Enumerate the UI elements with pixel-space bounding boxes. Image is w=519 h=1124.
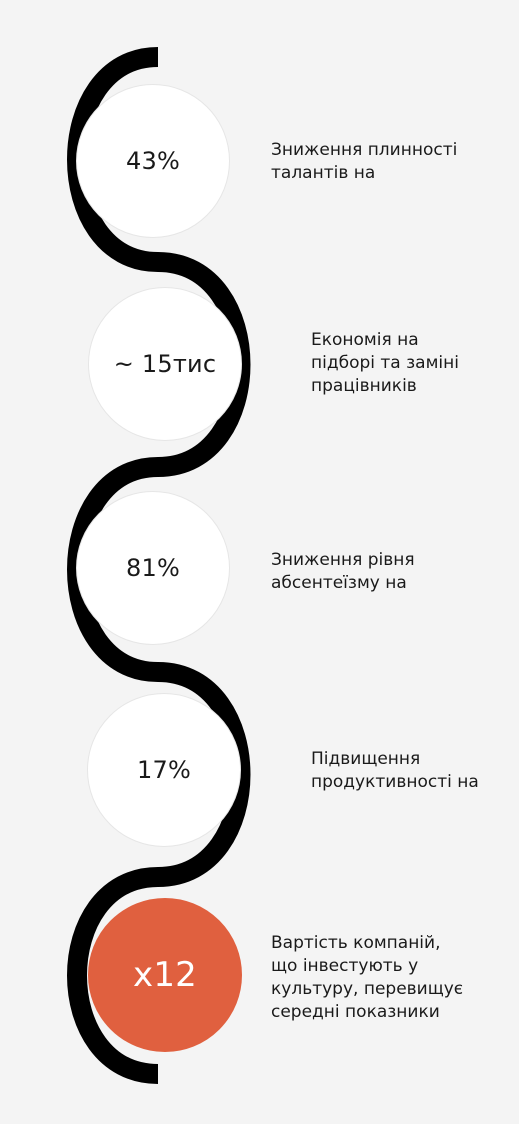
- stat-value-1: 43%: [126, 147, 180, 175]
- stat-description-2: Економія на підборі та заміні працівникі…: [311, 330, 459, 396]
- stat-description-3: Зниження рівня абсентеїзму на: [271, 550, 415, 593]
- stat-circle-2: ~ 15тис: [88, 287, 242, 441]
- stat-circle-3: 81%: [76, 491, 230, 645]
- stat-circle-4: 17%: [87, 693, 241, 847]
- stat-value-4: 17%: [137, 756, 191, 784]
- stat-value-3: 81%: [126, 554, 180, 582]
- stat-description-4: Підвищення продуктивності на: [311, 749, 479, 792]
- stat-value-5: x12: [133, 955, 197, 995]
- stat-value-2: ~ 15тис: [113, 350, 217, 378]
- stat-circle-5: x12: [88, 898, 242, 1052]
- stat-circle-1: 43%: [76, 84, 230, 238]
- stat-description-5: Вартість компаній, що інвестують у культ…: [271, 933, 464, 1022]
- stat-description-1: Зниження плинності талантів на: [271, 140, 458, 183]
